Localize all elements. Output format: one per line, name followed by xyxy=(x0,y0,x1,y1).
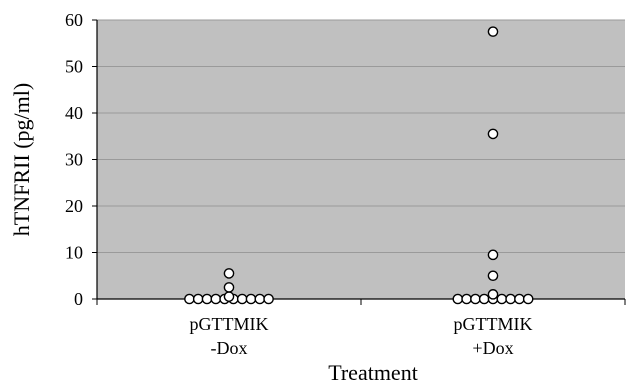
data-point xyxy=(461,293,472,305)
x-tick-label: +Dox xyxy=(472,338,513,358)
x-tick-labels: pGTTMIK -Dox pGTTMIK +Dox xyxy=(190,314,533,358)
data-point xyxy=(201,293,213,305)
data-point xyxy=(522,293,534,305)
data-point xyxy=(210,293,222,305)
data-point xyxy=(223,268,235,279)
data-point xyxy=(487,128,499,140)
data-point xyxy=(223,282,235,293)
y-tick-label: 0 xyxy=(74,289,83,309)
data-point xyxy=(514,293,525,305)
data-point xyxy=(487,26,499,37)
data-point xyxy=(184,293,195,305)
y-tick-label: 20 xyxy=(65,196,83,216)
data-point xyxy=(505,293,516,305)
gridlines xyxy=(97,19,625,253)
y-axis-title: hTNFRII (pg/ml) xyxy=(9,83,34,236)
data-point xyxy=(470,293,481,305)
x-tick-label: pGTTMIK xyxy=(190,314,269,334)
x-tick-label: pGTTMIK xyxy=(454,314,533,334)
x-tick-label: -Dox xyxy=(211,338,248,358)
data-point xyxy=(496,293,508,305)
y-tick-labels: 0 10 20 30 40 50 60 xyxy=(65,10,83,309)
y-tick-label: 60 xyxy=(65,10,83,30)
y-tick-label: 50 xyxy=(65,57,83,77)
data-point xyxy=(487,289,499,300)
data-point xyxy=(223,291,235,302)
data-point xyxy=(478,293,490,305)
data-point xyxy=(452,293,464,305)
data-point xyxy=(487,249,499,261)
y-tick-label: 30 xyxy=(65,150,83,170)
data-point xyxy=(236,293,248,305)
y-tick-label: 10 xyxy=(65,243,83,263)
y-tick-label: 40 xyxy=(65,103,83,123)
data-points xyxy=(184,26,534,305)
data-point xyxy=(245,293,257,305)
data-point xyxy=(254,293,266,305)
x-axis-title: Treatment xyxy=(328,360,418,383)
data-point xyxy=(263,293,274,305)
data-point xyxy=(487,270,499,282)
data-point xyxy=(192,293,204,305)
